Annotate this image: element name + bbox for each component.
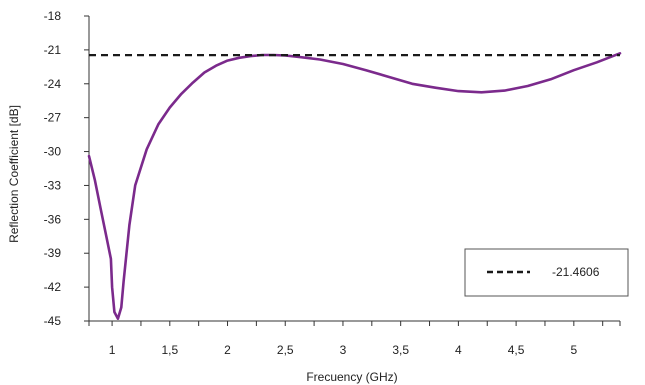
y-tick-label: -30 bbox=[44, 145, 62, 159]
y-tick-label: -24 bbox=[44, 77, 62, 91]
x-axis-title: Frecuency (GHz) bbox=[306, 370, 397, 384]
y-axis-title: Reflection Coefficient [dB] bbox=[7, 105, 21, 243]
x-tick-label: 4,5 bbox=[508, 343, 525, 357]
x-tick-label: 3 bbox=[340, 343, 347, 357]
legend-label-threshold: -21.4606 bbox=[552, 265, 600, 279]
y-ticks: -18 -21 -24 -27 -30 -33 -36 -39 -42 -45 bbox=[44, 9, 89, 328]
y-tick-label: -45 bbox=[44, 314, 62, 328]
axes: -18 -21 -24 -27 -30 -33 -36 -39 -42 -45 1 1,5 2 2,5 3… bbox=[44, 9, 621, 357]
x-tick-label: 1 bbox=[109, 343, 116, 357]
x-tick-label: 2,5 bbox=[277, 343, 294, 357]
y-tick-label: -42 bbox=[44, 280, 62, 294]
x-ticks: 1 1,5 2 2,5 3 3,5 4 4,5 5 bbox=[88, 321, 621, 357]
series-line-reflection bbox=[87, 51, 622, 321]
y-tick-label: -21 bbox=[44, 43, 62, 57]
series-layer bbox=[87, 51, 622, 321]
y-tick-label: -39 bbox=[44, 246, 62, 260]
legend: -21.4606 bbox=[464, 248, 629, 297]
y-tick-label: -18 bbox=[44, 9, 62, 23]
y-tick-label: -36 bbox=[44, 212, 62, 226]
x-tick-label: 2 bbox=[224, 343, 231, 357]
y-tick-label: -27 bbox=[44, 111, 62, 125]
x-tick-label: 4 bbox=[455, 343, 462, 357]
x-tick-label: 1,5 bbox=[161, 343, 178, 357]
x-tick-label: 3,5 bbox=[392, 343, 409, 357]
x-tick-label: 5 bbox=[570, 343, 577, 357]
y-tick-label: -33 bbox=[44, 178, 62, 192]
